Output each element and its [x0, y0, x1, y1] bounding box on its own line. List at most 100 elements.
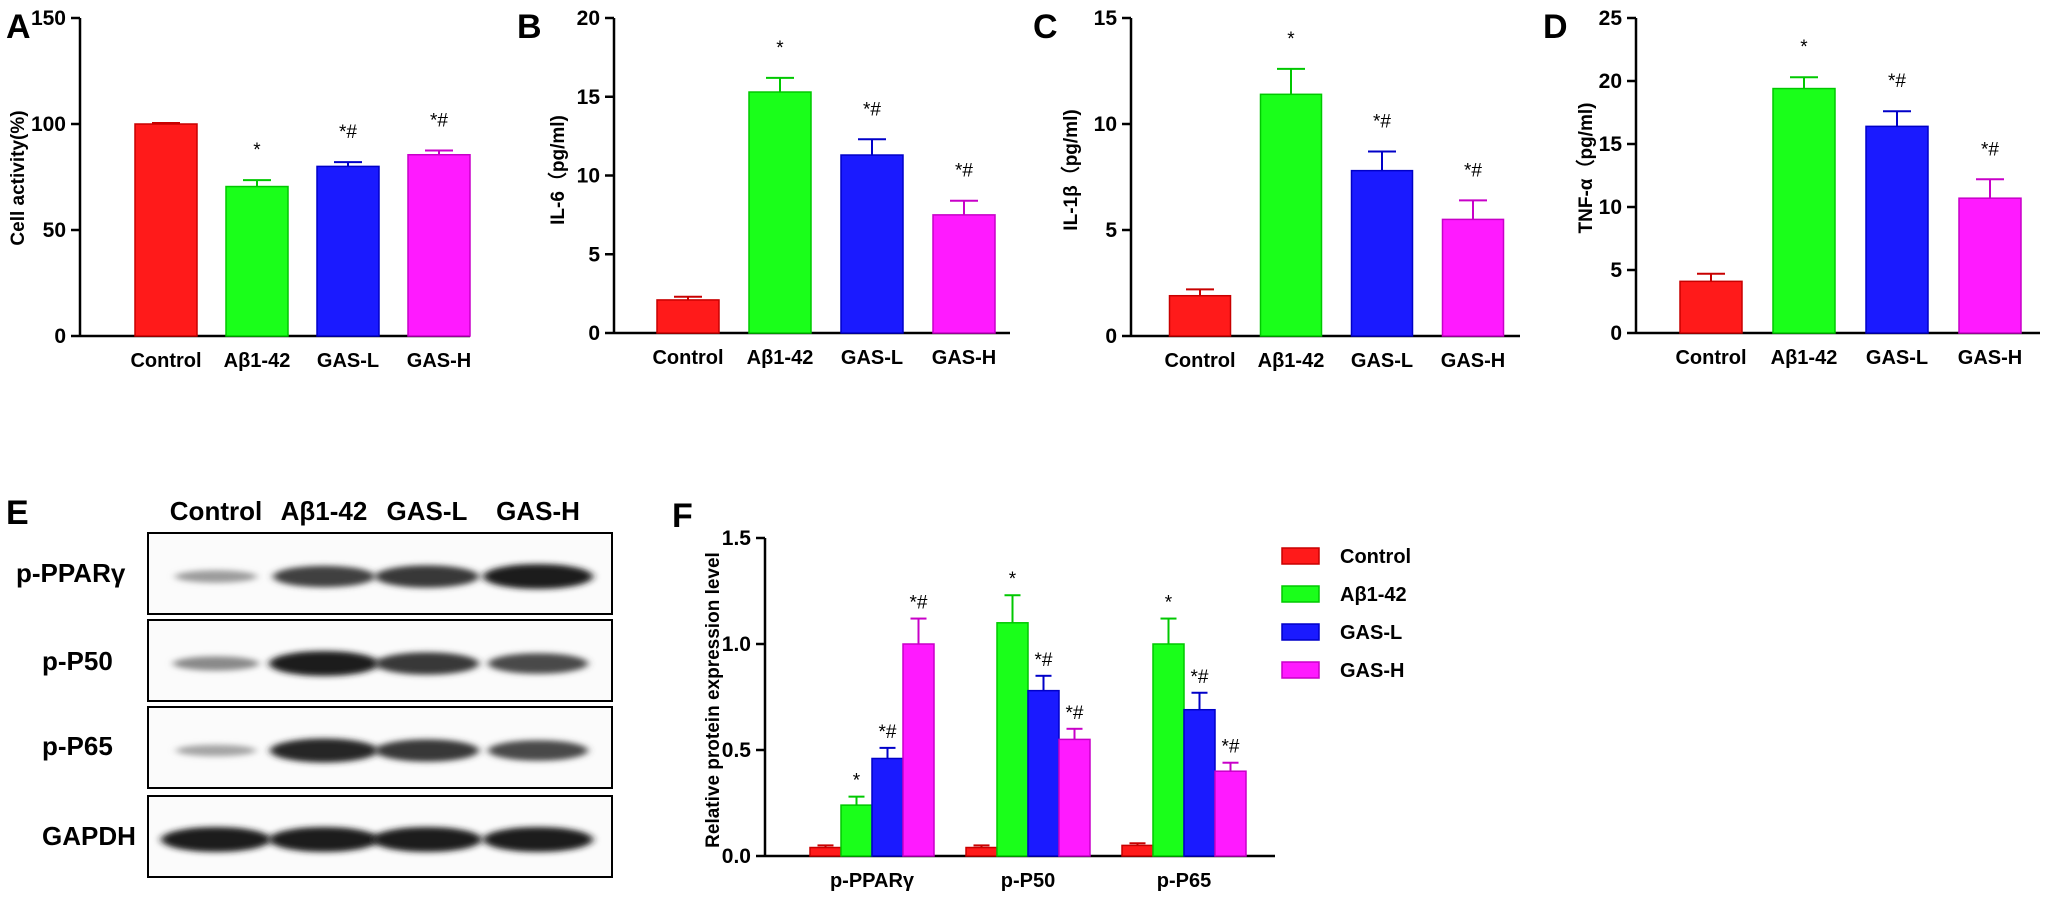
- bar: [748, 91, 812, 334]
- blot-band: [269, 826, 379, 853]
- blot-col-label-gas-l: GAS-L: [387, 496, 468, 526]
- panel-c-plot: 0 5 10 15 Control * Aβ1-42 *# GAS-L *# GAS-H: [1094, 7, 1520, 372]
- panel-c-letter: C: [1033, 8, 1058, 46]
- significance-mark: *#: [1191, 667, 1209, 688]
- significance-mark: *#: [1888, 71, 1906, 92]
- significance-mark: *#: [910, 593, 928, 614]
- category-label: p-P65: [1157, 870, 1211, 892]
- significance-mark: *#: [1222, 737, 1240, 758]
- bar: [871, 757, 904, 857]
- panel-f-plot: 0.0 0.5 1.0 1.5 * *# *# p-PPARγ * *# *# p-P50 * *# *# p…: [722, 527, 1275, 892]
- blot-band: [269, 650, 379, 677]
- western-blot: [147, 532, 613, 878]
- significance-mark: *: [1165, 593, 1173, 614]
- blot-band: [483, 563, 593, 590]
- y-tick-label: 10: [1094, 113, 1117, 136]
- panel-d-letter: D: [1543, 8, 1568, 46]
- bar: [1168, 294, 1232, 337]
- y-tick-label: 0: [54, 325, 66, 348]
- blot-row-label-p50: p-P50: [42, 646, 113, 676]
- significance-mark: *#: [955, 161, 973, 182]
- y-tick-label: 10: [577, 165, 600, 188]
- blot-band: [375, 739, 479, 762]
- bar: [1350, 169, 1414, 337]
- legend-swatch: [1281, 661, 1320, 679]
- significance-mark: *: [1009, 569, 1017, 590]
- legend-swatch: [1281, 547, 1320, 565]
- y-tick-label: 100: [31, 113, 66, 136]
- bar: [965, 846, 998, 857]
- y-tick-label: 10: [1599, 196, 1622, 219]
- y-tick-label: 15: [1599, 133, 1623, 156]
- category-label: GAS-H: [1441, 350, 1505, 372]
- legend-swatch: [1281, 585, 1320, 603]
- y-tick-label: 50: [43, 219, 66, 242]
- blot-row-label-p65: p-P65: [42, 731, 113, 761]
- significance-mark: *#: [430, 111, 448, 132]
- y-tick-label: 1.5: [722, 527, 752, 550]
- panel-b-letter: B: [517, 8, 542, 46]
- y-tick-label: 0.0: [722, 845, 751, 868]
- category-label: Aβ1-42: [1771, 347, 1838, 369]
- y-tick-label: 20: [577, 7, 600, 30]
- blot-col-label-gas-h: GAS-H: [496, 496, 580, 526]
- panel-f-ylabel: Relative protein expression level: [703, 552, 724, 848]
- bar: [1152, 643, 1185, 857]
- significance-mark: *#: [1464, 160, 1482, 181]
- legend-label: Control: [1340, 546, 1411, 568]
- y-tick-label: 1.0: [722, 633, 751, 656]
- blot-band: [173, 656, 259, 671]
- category-label: Control: [652, 347, 723, 369]
- blot-band: [488, 653, 588, 674]
- category-label: GAS-L: [841, 347, 903, 369]
- bar: [316, 165, 380, 337]
- y-tick-label: 15: [577, 86, 601, 109]
- panel-d-ylabel: TNF-α（pg/ml): [1574, 103, 1597, 234]
- bar: [1121, 844, 1154, 857]
- blot-col-label-control: Control: [170, 496, 262, 526]
- legend-label: GAS-L: [1340, 622, 1402, 644]
- bar: [1772, 87, 1836, 334]
- significance-mark: *#: [879, 722, 897, 743]
- bar: [1058, 738, 1091, 857]
- blot-band: [273, 565, 375, 588]
- bar: [225, 185, 289, 337]
- y-tick-label: 25: [1599, 7, 1623, 30]
- y-tick-label: 0: [1610, 322, 1622, 345]
- panel-a-plot: 0 50 100 150 Control * Aβ1-42 *# GAS-L *# GAS-H: [31, 7, 471, 372]
- category-label: p-P50: [1001, 870, 1055, 892]
- blot-col-label-abeta: Aβ1-42: [281, 496, 368, 526]
- significance-mark: *#: [1066, 703, 1084, 724]
- significance-mark: *#: [1981, 139, 1999, 160]
- category-label: Control: [1164, 350, 1235, 372]
- bar: [1679, 280, 1743, 334]
- bar: [932, 214, 996, 334]
- panel-f-legend: Control Aβ1-42 GAS-L GAS-H: [1281, 546, 1411, 682]
- panel-c-ylabel: IL-1β（pg/ml): [1059, 109, 1082, 230]
- bar: [902, 643, 935, 857]
- legend-label: GAS-H: [1340, 660, 1404, 682]
- category-label: GAS-L: [1866, 347, 1928, 369]
- bar: [1027, 689, 1060, 857]
- significance-mark: *#: [1035, 650, 1053, 671]
- bar: [996, 622, 1029, 857]
- significance-mark: *: [253, 140, 261, 161]
- category-label: GAS-H: [932, 347, 996, 369]
- category-label: Control: [1675, 347, 1746, 369]
- category-label: p-PPARγ: [830, 870, 915, 892]
- panel-a-ylabel: Cell activity(%): [8, 110, 29, 245]
- bar: [1214, 770, 1247, 857]
- bar: [134, 123, 198, 337]
- panel-a-letter: A: [6, 8, 31, 46]
- y-tick-label: 0: [588, 322, 600, 345]
- panel-b-ylabel: IL-6（pg/ml): [546, 115, 569, 225]
- panel-e-letter: E: [6, 494, 29, 532]
- significance-mark: *#: [339, 122, 357, 143]
- y-tick-label: 0: [1105, 325, 1117, 348]
- blot-band: [488, 740, 588, 761]
- category-label: GAS-L: [317, 350, 379, 372]
- panel-b-plot: 0 5 10 15 20 Control * Aβ1-42 *# GAS-L *# GAS-H: [577, 7, 1010, 369]
- bar: [840, 804, 873, 857]
- legend-label: Aβ1-42: [1340, 584, 1407, 606]
- category-label: Aβ1-42: [224, 350, 291, 372]
